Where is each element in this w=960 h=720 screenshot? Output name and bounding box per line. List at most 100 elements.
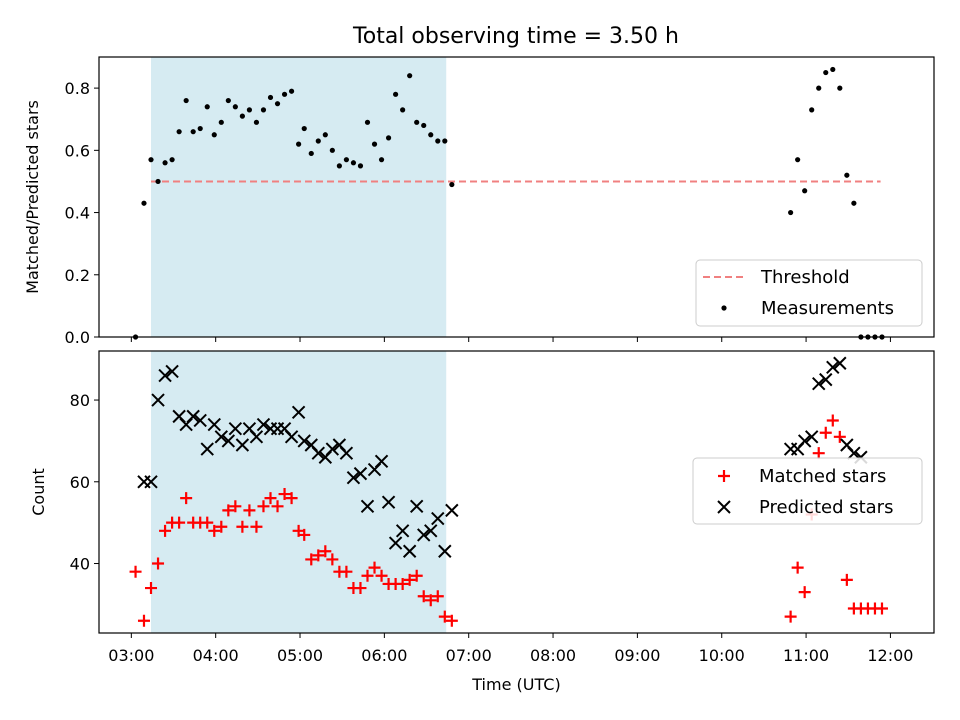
predicted-star-point	[311, 446, 326, 460]
measurement-point	[253, 119, 260, 125]
matched-star-point	[312, 549, 325, 562]
matched-star-point	[271, 500, 284, 513]
matched-star-point	[417, 590, 430, 603]
legend-matched-label: Matched stars	[759, 466, 886, 487]
bottom-y-tick-label: 40	[70, 555, 90, 574]
matched-star-point	[431, 590, 444, 603]
top-x-ticks	[130, 337, 891, 342]
x-tick-label: 08:00	[530, 646, 576, 665]
matched-star-point	[298, 528, 311, 541]
measurement-point	[428, 132, 434, 138]
matched-star-point	[840, 573, 853, 586]
matched-star-point	[250, 520, 263, 533]
predicted-star-point	[360, 499, 375, 514]
matched-star-point	[201, 516, 214, 529]
measurement-point	[308, 150, 314, 157]
bottom-x-ticks: 03:00 04:00 05:00 06:00 07:00 08:00 09:00 10:00…	[108, 633, 913, 665]
matched-star-point	[791, 561, 804, 574]
measurement-point	[183, 97, 189, 104]
predicted-star-point	[797, 434, 812, 448]
measurement-point	[816, 85, 822, 91]
matched-star-point	[396, 577, 409, 590]
measurement-point	[301, 125, 307, 132]
legend-measurements-swatch	[721, 305, 727, 311]
top-y-ticks: 0.0 0.2 0.4 0.6 0.8	[65, 79, 99, 347]
predicted-star-point	[339, 446, 354, 460]
measurement-point	[844, 172, 850, 178]
predicted-star-point	[144, 475, 158, 489]
matched-star-point	[285, 492, 298, 505]
predicted-star-point	[207, 417, 221, 432]
predicted-star-point	[200, 442, 214, 456]
x-tick-label: 04:00	[193, 646, 239, 665]
top-panel: 0.00.20.40.60.8 Matched/Predicted stars …	[23, 56, 935, 347]
measurement-point	[148, 157, 154, 163]
predicted-star-point	[214, 430, 229, 444]
predicted-star-point	[291, 405, 306, 420]
matched-star-point	[445, 614, 458, 627]
measurement-point	[414, 119, 420, 125]
predicted-star-point	[424, 524, 438, 538]
x-tick-label: 10:00	[699, 646, 745, 665]
predicted-star-point	[381, 495, 396, 509]
predicted-star-point	[249, 430, 264, 444]
matched-star-point	[229, 500, 242, 513]
predicted-star-point	[374, 454, 389, 469]
measurement-point	[232, 104, 238, 110]
x-tick-label: 05:00	[277, 646, 323, 665]
matched-star-point	[145, 582, 158, 595]
measurement-point	[190, 129, 196, 135]
x-tick-label: 09:00	[614, 646, 660, 665]
measurement-point	[329, 147, 335, 153]
top-axes-frame	[98, 56, 935, 338]
top-legend-box	[695, 259, 923, 327]
matched-star-point	[243, 504, 256, 517]
predicted-star-point	[353, 466, 368, 481]
matched-star-point	[368, 561, 381, 574]
matched-star-point	[257, 500, 270, 513]
measurement-point	[343, 157, 350, 163]
top-y-tick-label: 0.8	[65, 79, 90, 98]
predicted-star-point	[325, 442, 340, 456]
matched-star-point	[264, 492, 277, 505]
measurement-point	[239, 113, 245, 119]
measurement-point	[218, 119, 224, 125]
matched-star-point	[208, 524, 221, 537]
predicted-star-point	[284, 430, 299, 444]
predicted-star-point	[431, 511, 445, 526]
matched-star-point	[354, 582, 367, 595]
matched-star-point	[180, 492, 193, 505]
matched-star-point	[410, 569, 423, 582]
measurement-point	[809, 107, 815, 113]
bottom-panel: 40 60 80 03:00 04:00 05:00 06:00 07:00 08:00 09:…	[29, 350, 935, 694]
measurement-point	[169, 157, 175, 163]
matched-star-point	[424, 594, 437, 607]
matched-star-point	[236, 520, 249, 533]
measurement-point	[211, 132, 217, 138]
measurement-point	[246, 107, 253, 113]
predicted-star-point	[186, 409, 200, 424]
predicted-star-point	[402, 544, 417, 558]
predicted-star-point	[221, 434, 236, 448]
predicted-star-point	[158, 368, 172, 383]
bottom-axes-frame	[98, 350, 935, 634]
top-y-tick-label: 0.0	[65, 328, 90, 347]
measurement-point	[449, 181, 455, 188]
x-tick-label: 03:00	[108, 646, 154, 665]
measurement-point	[225, 97, 231, 104]
matched-star-point	[173, 516, 186, 529]
matched-star-point	[305, 553, 318, 566]
legend-predicted-swatch	[717, 500, 731, 514]
measurement-point	[296, 141, 302, 147]
matched-star-point	[361, 569, 374, 582]
measurement-point	[350, 160, 357, 166]
matched-star-point	[875, 602, 888, 615]
predicted-star-point	[819, 372, 833, 387]
bottom-y-axis-label: Count	[29, 468, 48, 516]
legend-matched-swatch	[718, 470, 730, 482]
predicted-star-point	[395, 524, 410, 538]
measurement-point	[393, 91, 399, 97]
top-marks	[132, 66, 885, 340]
measurement-point	[176, 129, 182, 135]
